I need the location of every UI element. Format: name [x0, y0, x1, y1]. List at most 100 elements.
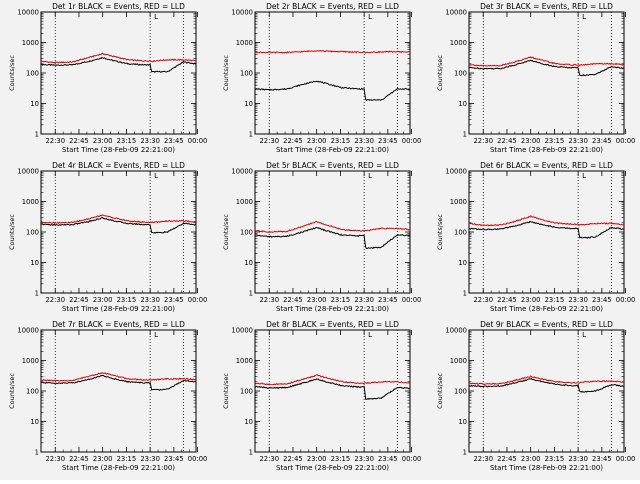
x-tick-label: 00:00 [616, 455, 636, 463]
y-tick-label: 10 [458, 259, 467, 267]
x-tick-label: 00:00 [402, 137, 422, 145]
attenuator-marker: L [368, 172, 372, 180]
y-tick-label: 1 [35, 131, 39, 139]
x-tick-label: 23:00 [521, 137, 541, 145]
y-tick-label: 10 [458, 418, 467, 426]
series-line-lld [468, 375, 625, 386]
y-tick-label: 100 [26, 388, 39, 396]
attenuator-marker: L [154, 331, 158, 339]
x-tick-label: 23:45 [592, 137, 612, 145]
y-tick-label: 1 [463, 449, 467, 457]
attenuator-marker: L [582, 331, 586, 339]
x-axis-label: Start Time (28-Feb-09 22:21:00) [490, 464, 603, 472]
attenuator-marker: L [154, 13, 158, 21]
plot-frame [468, 329, 625, 453]
y-axis-label: Counts/sec [222, 214, 230, 250]
y-tick-label: 1000 [22, 198, 39, 206]
y-tick-label: 1000 [236, 39, 253, 47]
series-line-events [254, 378, 411, 400]
x-tick-label: 00:00 [188, 296, 208, 304]
x-tick-label: 23:30 [140, 455, 160, 463]
y-tick-label: 10000 [231, 327, 253, 335]
series-line-events [40, 57, 197, 73]
x-tick-label: 23:45 [592, 455, 612, 463]
attenuator-marker: L [582, 13, 586, 21]
x-tick-label: 22:45 [497, 137, 517, 145]
x-axis-label: Start Time (28-Feb-09 22:21:00) [490, 305, 603, 313]
x-tick-label: 23:15 [117, 296, 137, 304]
x-tick-label: 00:00 [402, 455, 422, 463]
y-tick-label: 10 [30, 418, 39, 426]
series-line-lld [254, 220, 411, 233]
x-axis-label: Start Time (28-Feb-09 22:21:00) [276, 464, 389, 472]
x-tick-label: 22:30 [473, 137, 493, 145]
y-tick-label: 10 [244, 259, 253, 267]
chart-panel-3: Det 3r BLACK = Events, RED = LLD 1 10 100 10… [436, 2, 635, 154]
series-line-events [468, 59, 625, 77]
x-tick-label: 23:30 [354, 296, 374, 304]
y-tick-label: 100 [454, 70, 467, 78]
x-axis-label: Start Time (28-Feb-09 22:21:00) [276, 305, 389, 313]
x-tick-label: 23:00 [521, 455, 541, 463]
attenuator-marker: L [154, 172, 158, 180]
x-tick-label: 22:30 [45, 137, 65, 145]
chart-panel-8: Det 8r BLACK = Events, RED = LLD 1 10 100 10… [222, 320, 421, 472]
series-line-events [40, 374, 197, 391]
plot-frame [468, 170, 625, 294]
chart-panel-5: Det 5r BLACK = Events, RED = LLD 1 10 100 10… [222, 161, 421, 313]
series-line-lld [254, 374, 411, 386]
x-tick-label: 23:45 [378, 455, 398, 463]
series-line-lld [468, 56, 625, 67]
x-tick-label: 23:30 [568, 296, 588, 304]
series-line-events [468, 220, 625, 239]
y-tick-label: 1000 [450, 198, 467, 206]
series-line-events [254, 226, 411, 250]
x-tick-label: 23:30 [140, 137, 160, 145]
series-line-lld [40, 372, 197, 382]
y-axis-label: Counts/sec [222, 373, 230, 409]
series-line-events [40, 216, 197, 234]
y-axis-label: Counts/sec [8, 373, 16, 409]
y-tick-label: 10 [244, 100, 253, 108]
y-tick-label: 1000 [22, 357, 39, 365]
x-tick-label: 00:00 [188, 137, 208, 145]
y-tick-label: 100 [240, 70, 253, 78]
x-tick-label: 23:15 [545, 455, 565, 463]
chart-panel-4: Det 4r BLACK = Events, RED = LLD 1 10 100 10… [8, 161, 207, 313]
x-tick-label: 23:30 [354, 137, 374, 145]
y-tick-label: 1000 [450, 357, 467, 365]
x-tick-label: 22:30 [259, 296, 279, 304]
y-tick-label: 1 [35, 290, 39, 298]
x-tick-label: 23:15 [331, 455, 351, 463]
x-tick-label: 22:45 [283, 296, 303, 304]
attenuator-marker: L [368, 331, 372, 339]
y-tick-label: 1000 [236, 357, 253, 365]
y-tick-label: 100 [26, 229, 39, 237]
panel-title: Det 8r BLACK = Events, RED = LLD [266, 320, 399, 329]
series-line-lld [468, 215, 625, 227]
x-tick-label: 22:30 [259, 455, 279, 463]
x-tick-label: 23:15 [545, 137, 565, 145]
x-tick-label: 22:45 [69, 137, 89, 145]
y-tick-label: 10000 [231, 168, 253, 176]
y-tick-label: 10 [30, 100, 39, 108]
x-axis-label: Start Time (28-Feb-09 22:21:00) [490, 146, 603, 154]
chart-panel-2: Det 2r BLACK = Events, RED = LLD 1 10 100 10… [222, 2, 421, 154]
y-tick-label: 1 [249, 131, 253, 139]
y-axis-label: Counts/sec [436, 214, 444, 250]
x-tick-label: 23:30 [354, 455, 374, 463]
x-tick-label: 22:45 [283, 455, 303, 463]
y-tick-label: 1 [463, 290, 467, 298]
y-axis-label: Counts/sec [8, 214, 16, 250]
x-tick-label: 23:45 [378, 296, 398, 304]
y-axis-label: Counts/sec [436, 373, 444, 409]
y-tick-label: 10000 [445, 327, 467, 335]
plot-frame [40, 329, 197, 453]
x-tick-label: 23:00 [93, 137, 113, 145]
x-tick-label: 23:15 [545, 296, 565, 304]
attenuator-marker: L [582, 172, 586, 180]
x-tick-label: 22:45 [497, 455, 517, 463]
y-tick-label: 100 [26, 70, 39, 78]
x-axis-label: Start Time (28-Feb-09 22:21:00) [62, 146, 175, 154]
